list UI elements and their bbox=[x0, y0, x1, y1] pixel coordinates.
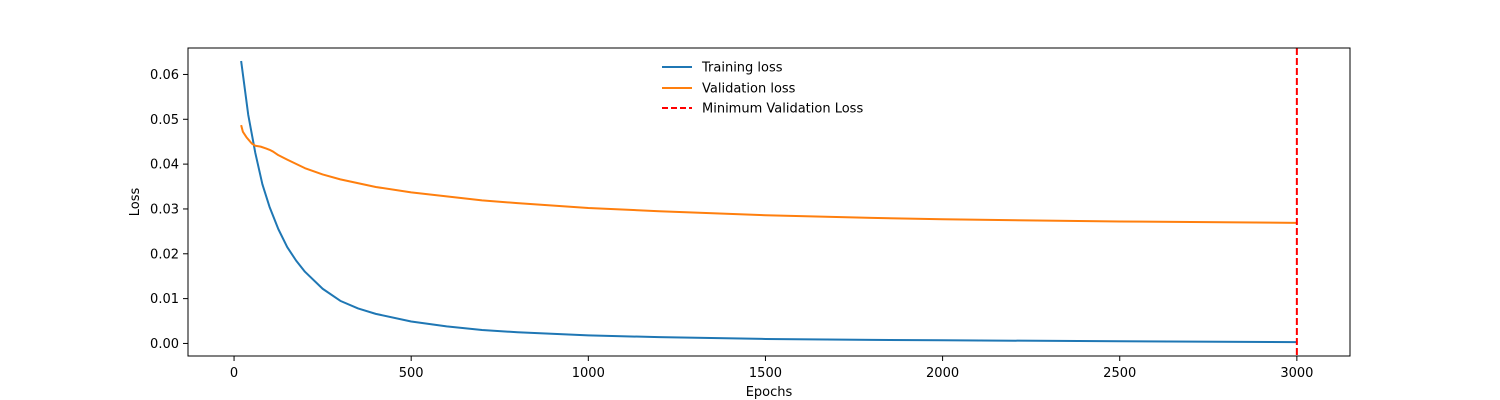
y-axis-ticks: 0.00 0.01 0.02 0.03 0.04 0.05 0.06 bbox=[150, 68, 188, 352]
legend-label-training: Training loss bbox=[701, 61, 783, 76]
x-tick-label: 0 bbox=[230, 366, 238, 381]
y-tick-label: 0.05 bbox=[150, 113, 179, 128]
y-tick-label: 0.03 bbox=[150, 202, 179, 217]
y-tick-label: 0.02 bbox=[150, 247, 179, 262]
y-axis-label: Loss bbox=[128, 188, 143, 217]
x-tick-label: 1500 bbox=[749, 366, 782, 381]
y-tick-label: 0.01 bbox=[150, 292, 179, 307]
legend-label-validation: Validation loss bbox=[702, 82, 796, 97]
x-tick-label: 1000 bbox=[572, 366, 605, 381]
y-tick-label: 0.06 bbox=[150, 68, 179, 83]
x-tick-label: 2500 bbox=[1103, 366, 1136, 381]
x-axis-ticks: 0 500 1000 1500 2000 2500 3000 bbox=[230, 356, 1313, 381]
series-line-validation-loss bbox=[240, 124, 1297, 224]
x-axis-label: Epochs bbox=[746, 385, 793, 400]
x-tick-label: 2000 bbox=[926, 366, 959, 381]
series-line-training-loss bbox=[240, 60, 1297, 344]
x-tick-label: 500 bbox=[399, 366, 424, 381]
x-tick-label: 3000 bbox=[1280, 366, 1313, 381]
plot-frame bbox=[187, 47, 1351, 357]
y-tick-label: 0.00 bbox=[150, 337, 179, 352]
legend: Training loss Validation loss Minimum Va… bbox=[662, 61, 863, 117]
plot-lines bbox=[240, 48, 1298, 356]
legend-label-min-val: Minimum Validation Loss bbox=[702, 102, 863, 117]
y-tick-label: 0.04 bbox=[150, 158, 179, 173]
